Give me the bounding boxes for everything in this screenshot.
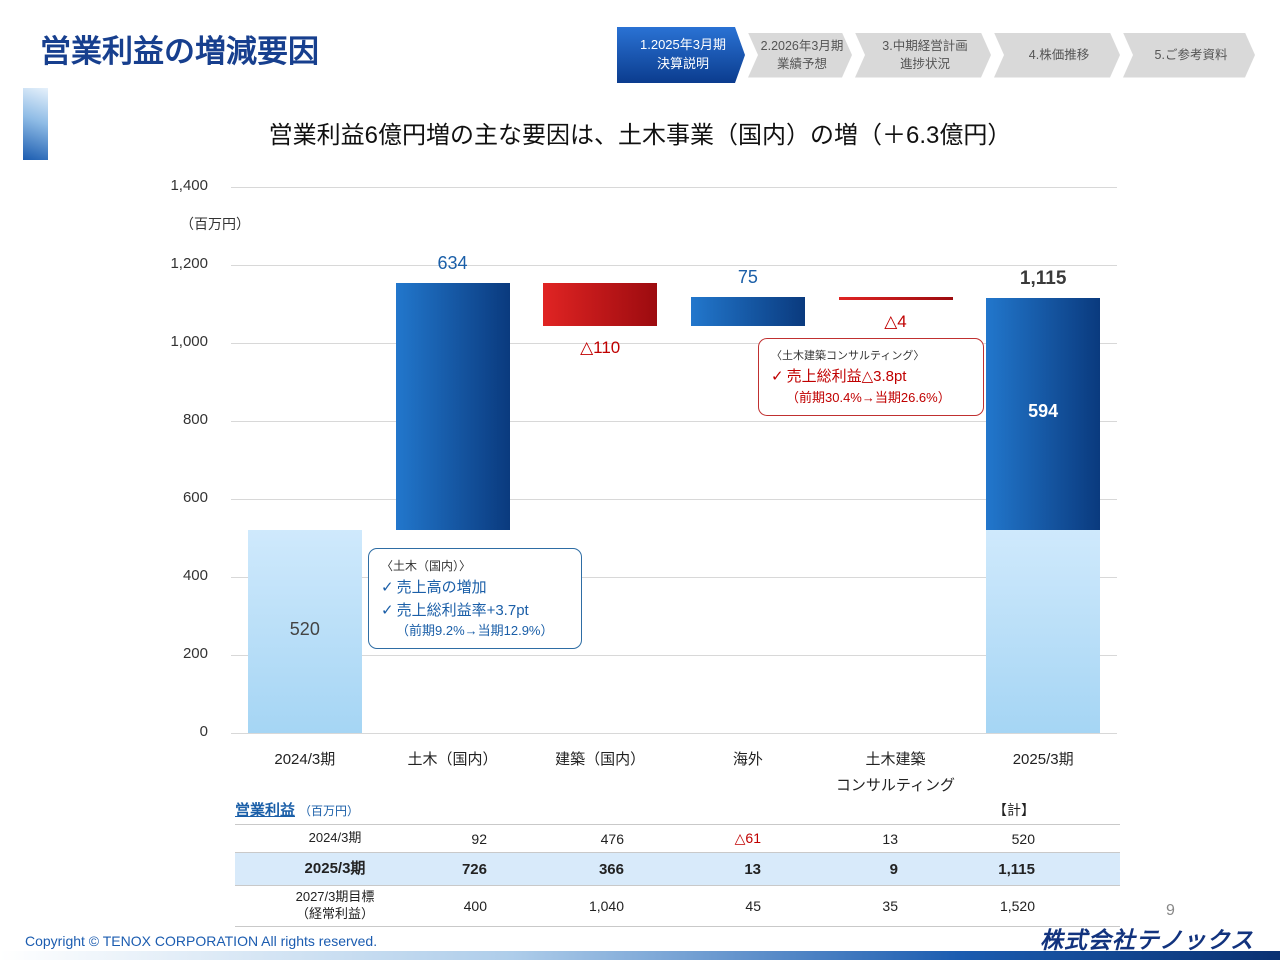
y-tick-label: 0 (199, 723, 208, 740)
gridline (231, 499, 1117, 500)
x-axis-label: 土木建築 コンサルティング (835, 751, 956, 794)
bar-value-label: △110 (580, 337, 621, 357)
gridline (231, 421, 1117, 422)
copyright-text: Copyright © TENOX CORPORATION All rights… (25, 933, 378, 949)
table-row: 2027/3期目標 （経常利益） 400 1,040 45 35 1,520 (235, 886, 1120, 927)
bar-value-label: 75 (737, 266, 758, 287)
bar-海外 (690, 296, 805, 326)
annotation-subline: （前期9.2%→当期12.9%） (396, 623, 554, 638)
annotation-consulting: 〈土木建築コンサルティング〉 ✓ 売上総利益△3.8pt （前期30.4%→当期2… (758, 338, 984, 416)
bar-土木（国内） (395, 282, 510, 531)
table-row: 2024/3期 92 476 △61 13 520 (235, 825, 1120, 853)
accent-block (23, 88, 48, 160)
check-icon: ✓ (381, 601, 394, 619)
y-tick-label: 800 (182, 411, 208, 428)
row-value: 1,040 (588, 897, 624, 914)
operating-profit-table: 営業利益 （百万円） 【計】 2024/3期 92 476 △61 13 520 2025/3… (235, 795, 1120, 927)
y-tick-label: 1,000 (170, 333, 208, 350)
tab-3[interactable]: 3.中期経営計画 進捗状況 (855, 33, 991, 78)
y-tick-label: 400 (182, 567, 208, 584)
row-label: 2024/3期 (308, 830, 362, 846)
page-number: 9 (1166, 902, 1175, 919)
bar-segment-2025/3期 (986, 298, 1101, 531)
tab-4[interactable]: 4.株価推移 (994, 33, 1120, 78)
table-total-header: 【計】 (993, 801, 1035, 818)
row-value: 520 (1011, 830, 1035, 847)
bar-value-label: △4 (884, 311, 907, 331)
row-value: 9 (889, 860, 898, 878)
row-value: 1,115 (998, 860, 1035, 878)
y-axis: 0 200 400 600 800 1,000 1,200 1,400 (120, 177, 208, 740)
segment-value-label: 594 (1028, 401, 1059, 422)
annotation-heading: 〈土木（国内）〉 (381, 559, 472, 573)
y-tick-label: 200 (182, 645, 208, 662)
y-tick-label: 1,400 (170, 177, 208, 194)
slide-subtitle: 営業利益6億円増の主な要因は、土木事業（国内）の増（＋6.3億円） (268, 122, 1012, 149)
table-unit: （百万円） (299, 804, 360, 818)
row-value: 726 (461, 860, 487, 878)
x-axis-label: 海外 (732, 751, 763, 768)
annotation-line: 売上高の増加 (396, 579, 487, 596)
row-value: 45 (745, 897, 761, 914)
x-axis-label: 2024/3期 (274, 751, 336, 768)
annotation-subline: （前期30.4%→当期26.6%） (786, 389, 951, 405)
row-label: 2027/3期目標 （経常利益） (295, 889, 375, 921)
page-title: 営業利益の増減要因 (40, 34, 319, 69)
annotation-line: 売上総利益率+3.7pt (396, 601, 529, 619)
row-value: 13 (882, 830, 898, 847)
bar-建築（国内） (543, 282, 658, 326)
bar-value-label: 634 (437, 252, 468, 273)
gridline (231, 343, 1117, 344)
tab-1[interactable]: 1.2025年3月期 決算説明 (617, 27, 745, 83)
x-axis-label: 土木（国内） (407, 751, 498, 768)
row-value: 92 (471, 830, 487, 847)
row-value: 366 (598, 860, 624, 878)
bar-value-label: 1,115 (1019, 268, 1067, 290)
x-axis-label: 建築（国内） (555, 751, 646, 768)
bar-segment-2025/3期 (986, 530, 1101, 733)
company-logo: 株式会社テノックス (1039, 927, 1254, 953)
bar-value-label: 520 (289, 618, 320, 639)
tab-5[interactable]: 5.ご参考資料 (1123, 33, 1255, 78)
row-value: 476 (600, 830, 624, 847)
y-axis-unit-label: （百万円） (180, 216, 250, 232)
gridline (231, 265, 1117, 266)
annotation-civil-domestic: 〈土木（国内）〉 ✓ 売上高の増加 ✓ 売上総利益率+3.7pt （前期9.2%→当… (368, 548, 582, 650)
annotation-line: 売上総利益△3.8pt (786, 368, 907, 385)
row-value: 35 (882, 897, 898, 914)
row-label: 2025/3期 (304, 860, 366, 878)
check-icon: ✓ (771, 368, 784, 385)
bar-2024/3期 (247, 530, 362, 733)
footer-gradient-bar (0, 951, 1280, 960)
y-tick-label: 600 (182, 489, 208, 506)
table-row: 2025/3期 726 366 13 9 1,115 (235, 853, 1120, 886)
table-header: 営業利益 （百万円） 【計】 (235, 795, 1120, 825)
row-value: 13 (744, 860, 761, 878)
gridline (231, 733, 1117, 734)
row-value: 400 (463, 897, 487, 914)
section-tabs: 1.2025年3月期 決算説明 2.2026年3月期 業績予想 3.中期経営計画 進捗状況… (617, 26, 1255, 84)
gridline (231, 187, 1117, 188)
plot-area: 520 634 △110 75 △4 594 1,115 (231, 187, 1117, 734)
table-title: 営業利益 (235, 802, 296, 819)
annotation-heading: 〈土木建築コンサルティング〉 (771, 350, 925, 362)
row-value: 1,520 (999, 897, 1035, 914)
y-tick-label: 1,200 (170, 255, 208, 272)
row-value: △61 (734, 830, 761, 846)
tab-2[interactable]: 2.2026年3月期 業績予想 (748, 33, 852, 78)
check-icon: ✓ (381, 579, 394, 596)
x-axis-labels: 2024/3期 土木（国内） 建築（国内） 海外 土木建築 コンサルティング 2025/3… (231, 747, 1117, 801)
x-axis-label: 2025/3期 (1012, 751, 1074, 768)
bar-土木建築コンサルティング (838, 296, 953, 300)
gridline (231, 655, 1117, 656)
gridline (231, 577, 1117, 578)
